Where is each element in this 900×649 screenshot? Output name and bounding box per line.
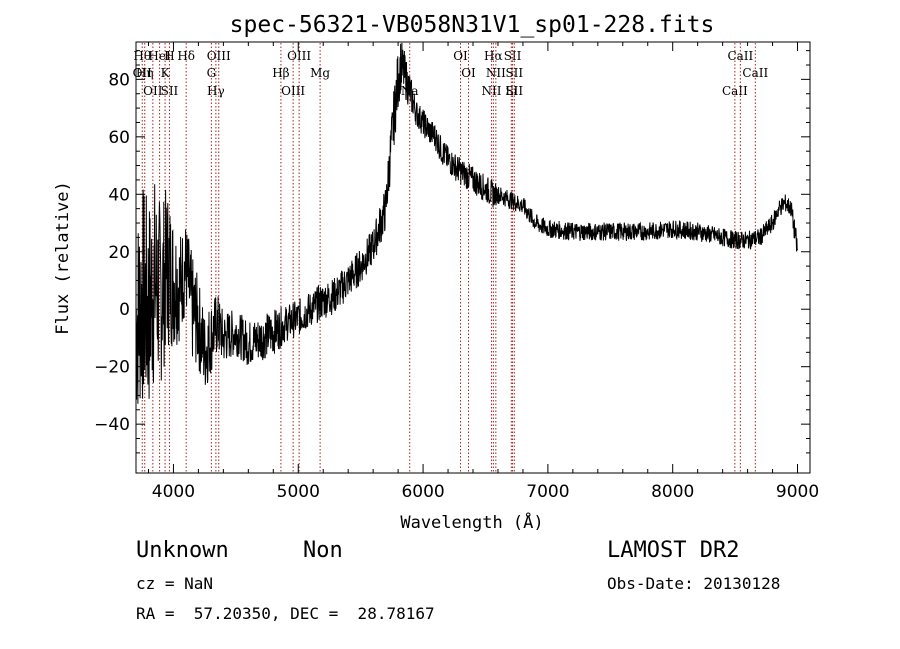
axis-ticks: 4000 5000 6000 7000 8000 9000 −40 −20 0 20 40 60 80 [94, 42, 819, 502]
line-label: SII [504, 49, 522, 63]
spectrum-series [135, 42, 798, 404]
line-label: H [164, 49, 174, 63]
line-label: OII [133, 66, 153, 80]
x-tick-label: 4000 [152, 482, 195, 502]
observation-date: Obs-Date: 20130128 [607, 574, 781, 593]
line-label: CaII [742, 66, 768, 80]
coordinates: RA = 57.20350, DEC = 28.78167 [136, 604, 435, 623]
line-label: CaII [727, 49, 753, 63]
spectrum-line [135, 42, 798, 404]
line-label: CaII [722, 84, 748, 98]
y-tick-label: −40 [94, 415, 130, 435]
x-tick-label: 7000 [526, 482, 569, 502]
plot-frame [135, 41, 811, 474]
x-tick-label: 9000 [776, 482, 819, 502]
line-label: Li [505, 84, 517, 98]
redshift-value: cz = NaN [136, 574, 214, 593]
line-label: Hα [484, 49, 503, 63]
line-label: Mg [310, 66, 330, 80]
object-class: Unknown [136, 538, 229, 563]
x-tick-label: 8000 [651, 482, 694, 502]
x-axis-label: Wavelength (Å) [400, 511, 543, 533]
x-tick-label: 6000 [401, 482, 444, 502]
line-label: OI [461, 66, 476, 80]
line-label: SII [505, 66, 523, 80]
line-label: NII [481, 84, 501, 98]
line-label: Hθ [133, 49, 151, 63]
y-tick-label: 20 [108, 243, 130, 263]
y-axis-label: Flux (relative) [53, 181, 73, 335]
line-label: K [161, 66, 171, 80]
line-label: Hδ [177, 49, 195, 63]
line-label: Hβ [272, 66, 289, 80]
line-label: SII [161, 84, 179, 98]
y-tick-label: 0 [119, 300, 130, 320]
line-label: Hη [136, 66, 154, 80]
line-label: G [207, 66, 217, 80]
object-subclass: Non [303, 538, 343, 563]
x-tick-label: 5000 [277, 482, 320, 502]
line-label: OIII [287, 49, 311, 63]
line-label: OIII [281, 84, 305, 98]
line-label: OII [143, 84, 163, 98]
line-label: HeI [148, 49, 171, 63]
y-tick-label: −20 [94, 358, 130, 378]
line-label: NII [486, 66, 506, 80]
line-label: OI [453, 49, 468, 63]
chart-title: spec-56321-VB058N31V1_sp01-228.fits [230, 12, 715, 38]
y-tick-label: 40 [108, 185, 130, 205]
line-label: OIII [207, 49, 231, 63]
y-tick-label: 80 [108, 70, 130, 90]
line-label: SII [505, 84, 523, 98]
survey-name: LAMOST DR2 [607, 538, 740, 563]
y-tick-label: 60 [108, 128, 130, 148]
line-label: Hγ [207, 84, 225, 98]
